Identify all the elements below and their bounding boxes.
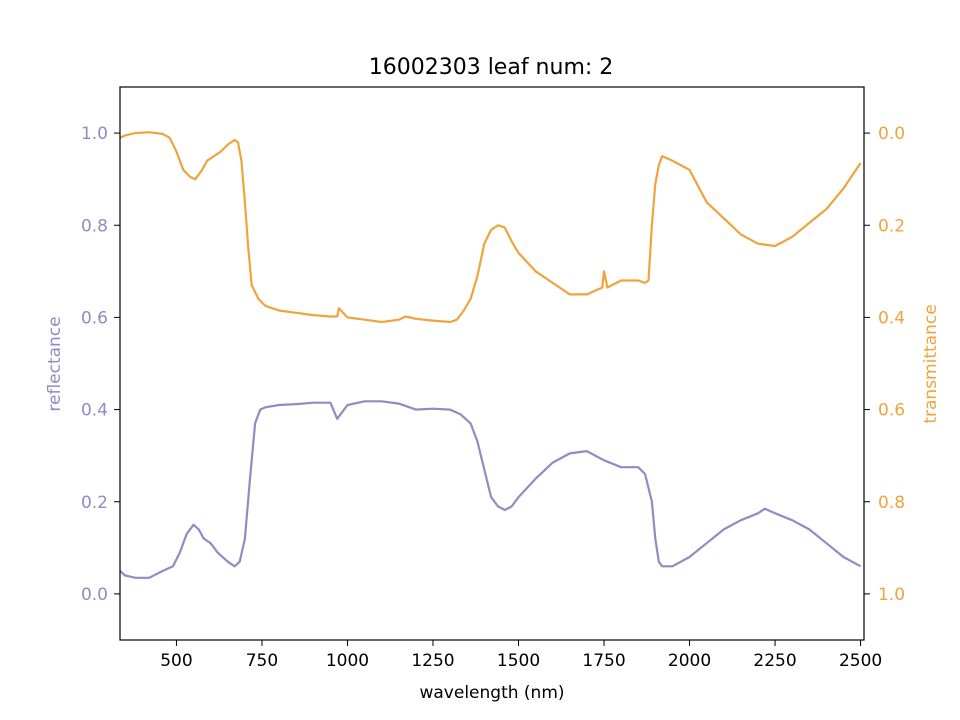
y-axis-left: 0.0 0.2 0.4 0.6 0.8 1.0 (81, 124, 120, 605)
y-left-tick-label: 1.0 (81, 124, 108, 144)
x-tick-label: 1750 (582, 651, 625, 671)
x-tick-label: 750 (246, 651, 278, 671)
reflectance-line (119, 400, 862, 579)
y-left-tick-label: 0.8 (81, 216, 108, 236)
x-axis: 500 750 1000 1250 1500 1750 2000 2250 2500 (160, 640, 882, 671)
y-right-tick-label: 0.4 (878, 308, 905, 328)
y-right-tick-label: 1.0 (878, 585, 905, 605)
y-right-tick-label: 0.6 (878, 401, 905, 421)
x-tick-label: 1500 (497, 651, 540, 671)
y-axis-label-left: reflectance (45, 316, 65, 411)
y-axis-label-right: transmittance (921, 304, 941, 423)
x-tick-label: 1250 (411, 651, 454, 671)
y-right-tick-label: 0.2 (878, 216, 905, 236)
y-left-tick-label: 0.2 (81, 493, 108, 513)
transmittance-line (119, 131, 862, 324)
x-axis-label: wavelength (nm) (419, 683, 564, 703)
y-left-tick-label: 0.6 (81, 308, 108, 328)
y-axis-right: 0.0 0.2 0.4 0.6 0.8 1.0 (864, 124, 905, 605)
chart-title: 16002303 leaf num: 2 (369, 55, 614, 80)
y-left-tick-label: 0.0 (81, 585, 108, 605)
series-layer (119, 131, 862, 579)
y-left-tick-label: 0.4 (81, 401, 108, 421)
x-tick-label: 2000 (668, 651, 711, 671)
x-tick-label: 500 (160, 651, 192, 671)
plot-frame (119, 86, 865, 641)
x-tick-label: 2500 (839, 651, 882, 671)
y-right-tick-label: 0.0 (878, 124, 905, 144)
x-tick-label: 1000 (326, 651, 369, 671)
y-right-tick-label: 0.8 (878, 493, 905, 513)
x-tick-label: 2250 (753, 651, 796, 671)
